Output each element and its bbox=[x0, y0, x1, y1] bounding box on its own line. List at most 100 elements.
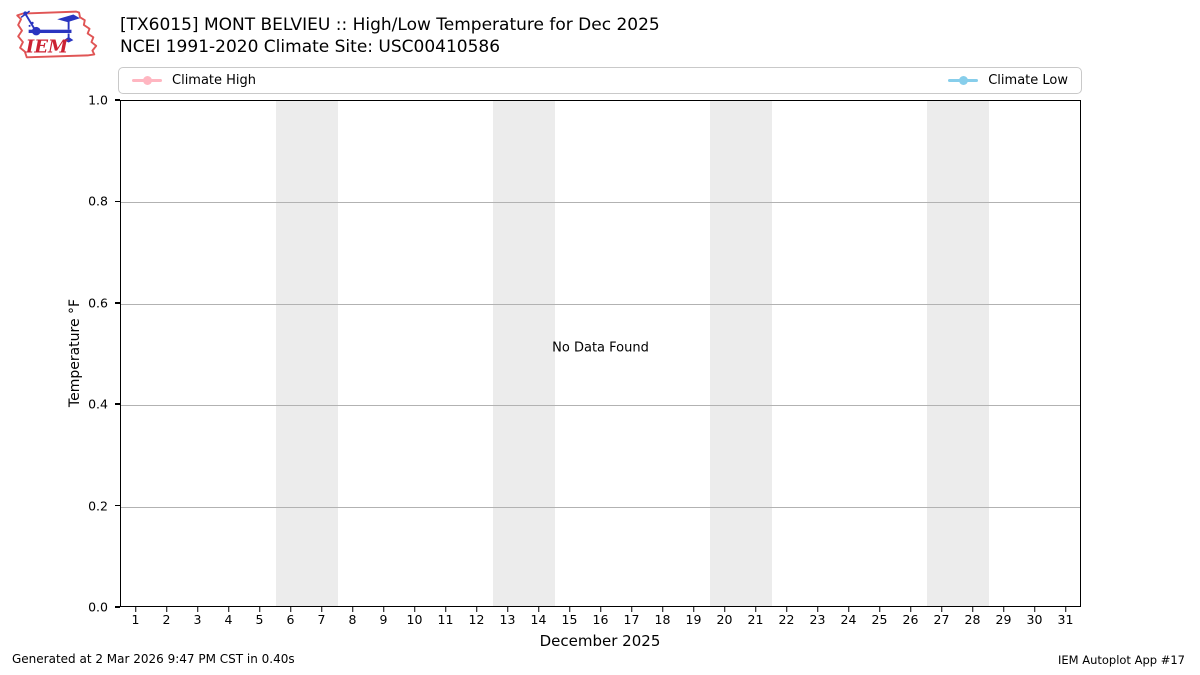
y-axis-label: Temperature °F bbox=[67, 298, 83, 408]
x-tick-label: 11 bbox=[437, 612, 454, 627]
x-tick-label: 15 bbox=[561, 612, 578, 627]
x-tick-label: 9 bbox=[379, 612, 388, 627]
x-tick-label: 24 bbox=[840, 612, 857, 627]
x-tick-label: 31 bbox=[1057, 612, 1074, 627]
y-tick-label: 1.0 bbox=[88, 92, 108, 108]
chart-subtitle: NCEI 1991-2020 Climate Site: USC00410586 bbox=[120, 37, 501, 57]
x-tick-label: 23 bbox=[809, 612, 826, 627]
iem-logo: IEM bbox=[12, 4, 110, 63]
x-tick-label: 21 bbox=[747, 612, 764, 627]
y-gridline bbox=[121, 506, 1080, 508]
x-tick-label: 2 bbox=[162, 612, 171, 627]
legend-label-climate-low: Climate Low bbox=[988, 73, 1068, 88]
x-tick-label: 28 bbox=[964, 612, 981, 627]
x-axis-label: December 2025 bbox=[539, 632, 661, 650]
x-tick-mark bbox=[165, 607, 168, 612]
y-gridline bbox=[121, 303, 1080, 305]
x-tick-mark bbox=[351, 607, 354, 612]
y-gridline bbox=[121, 202, 1080, 204]
plot-area: No Data Found bbox=[120, 100, 1081, 607]
x-tick-mark bbox=[878, 607, 881, 612]
x-tick-label: 14 bbox=[530, 612, 547, 627]
x-tick-label: 12 bbox=[468, 612, 485, 627]
x-tick-mark bbox=[537, 607, 540, 612]
weekend-band bbox=[276, 101, 338, 606]
climate-high-line-marker-icon bbox=[132, 76, 162, 86]
weekend-band bbox=[710, 101, 772, 606]
x-tick-label: 19 bbox=[685, 612, 702, 627]
x-tick-mark bbox=[754, 607, 757, 612]
x-tick-label: 6 bbox=[286, 612, 295, 627]
x-tick-mark bbox=[940, 607, 943, 612]
x-tick-mark bbox=[1064, 607, 1067, 612]
x-tick-label: 17 bbox=[623, 612, 640, 627]
chart-title: [TX6015] MONT BELVIEU :: High/Low Temper… bbox=[120, 15, 660, 35]
x-tick-mark bbox=[506, 607, 509, 612]
x-tick-label: 16 bbox=[592, 612, 609, 627]
x-tick-mark bbox=[785, 607, 788, 612]
y-tick-mark bbox=[115, 606, 120, 608]
x-tick-mark bbox=[444, 607, 447, 612]
x-tick-mark bbox=[661, 607, 664, 612]
y-tick-mark bbox=[115, 99, 120, 101]
y-tick-label: 0.4 bbox=[88, 396, 108, 412]
x-tick-label: 4 bbox=[224, 612, 233, 627]
y-tick-mark bbox=[115, 200, 120, 203]
climate-low-line-marker-icon bbox=[948, 76, 979, 86]
y-tick-label: 0.0 bbox=[88, 599, 108, 615]
chart-legend: Climate High Climate Low bbox=[118, 67, 1082, 94]
y-tick-label: 0.6 bbox=[88, 295, 108, 311]
y-tick-label: 0.8 bbox=[88, 193, 108, 209]
y-gridline bbox=[121, 405, 1080, 407]
x-tick-label: 10 bbox=[406, 612, 423, 627]
x-tick-mark bbox=[475, 607, 478, 612]
iem-logo-text: IEM bbox=[25, 37, 69, 58]
x-tick-mark bbox=[258, 607, 261, 612]
x-tick-label: 18 bbox=[654, 612, 671, 627]
x-tick-mark bbox=[909, 607, 912, 612]
x-tick-mark bbox=[568, 607, 571, 612]
x-tick-label: 1 bbox=[131, 612, 140, 627]
y-tick-mark bbox=[115, 403, 120, 405]
x-tick-mark bbox=[382, 607, 385, 612]
x-tick-mark bbox=[692, 607, 695, 612]
no-data-message: No Data Found bbox=[552, 340, 649, 356]
y-tick-mark bbox=[115, 504, 120, 507]
x-tick-mark bbox=[196, 607, 199, 612]
weather-station-icon bbox=[20, 10, 81, 43]
x-tick-mark bbox=[134, 607, 137, 612]
x-tick-label: 29 bbox=[995, 612, 1012, 627]
x-tick-label: 27 bbox=[933, 612, 950, 627]
x-tick-label: 30 bbox=[1026, 612, 1043, 627]
x-tick-label: 13 bbox=[499, 612, 516, 627]
x-tick-mark bbox=[320, 607, 323, 612]
legend-dot bbox=[142, 76, 152, 85]
x-tick-mark bbox=[289, 607, 292, 612]
legend-label-climate-high: Climate High bbox=[172, 73, 257, 88]
footer-generated-text: Generated at 2 Mar 2026 9:47 PM CST in 0… bbox=[12, 652, 295, 666]
x-tick-mark bbox=[847, 607, 850, 612]
x-tick-mark bbox=[227, 607, 230, 612]
title-block: [TX6015] MONT BELVIEU :: High/Low Temper… bbox=[120, 14, 660, 58]
x-tick-label: 25 bbox=[871, 612, 888, 627]
x-tick-mark bbox=[630, 607, 633, 612]
legend-item-climate-low: Climate Low bbox=[948, 73, 1068, 88]
x-tick-mark bbox=[971, 607, 974, 612]
x-tick-label: 3 bbox=[193, 612, 202, 627]
x-tick-label: 5 bbox=[255, 612, 264, 627]
x-tick-mark bbox=[1002, 607, 1005, 612]
weekend-band bbox=[493, 101, 555, 606]
x-tick-mark bbox=[599, 607, 602, 612]
x-tick-label: 8 bbox=[348, 612, 357, 627]
x-tick-mark bbox=[413, 607, 416, 612]
legend-dot bbox=[958, 76, 968, 85]
iowa-state-logo-icon: IEM bbox=[16, 10, 98, 59]
weekend-band bbox=[927, 101, 989, 606]
footer-app-text: IEM Autoplot App #17 bbox=[1057, 653, 1185, 667]
x-tick-label: 7 bbox=[317, 612, 326, 627]
y-tick-mark bbox=[115, 302, 120, 304]
x-tick-mark bbox=[1033, 607, 1036, 612]
x-tick-label: 26 bbox=[902, 612, 919, 627]
y-tick-label: 0.2 bbox=[88, 498, 108, 514]
